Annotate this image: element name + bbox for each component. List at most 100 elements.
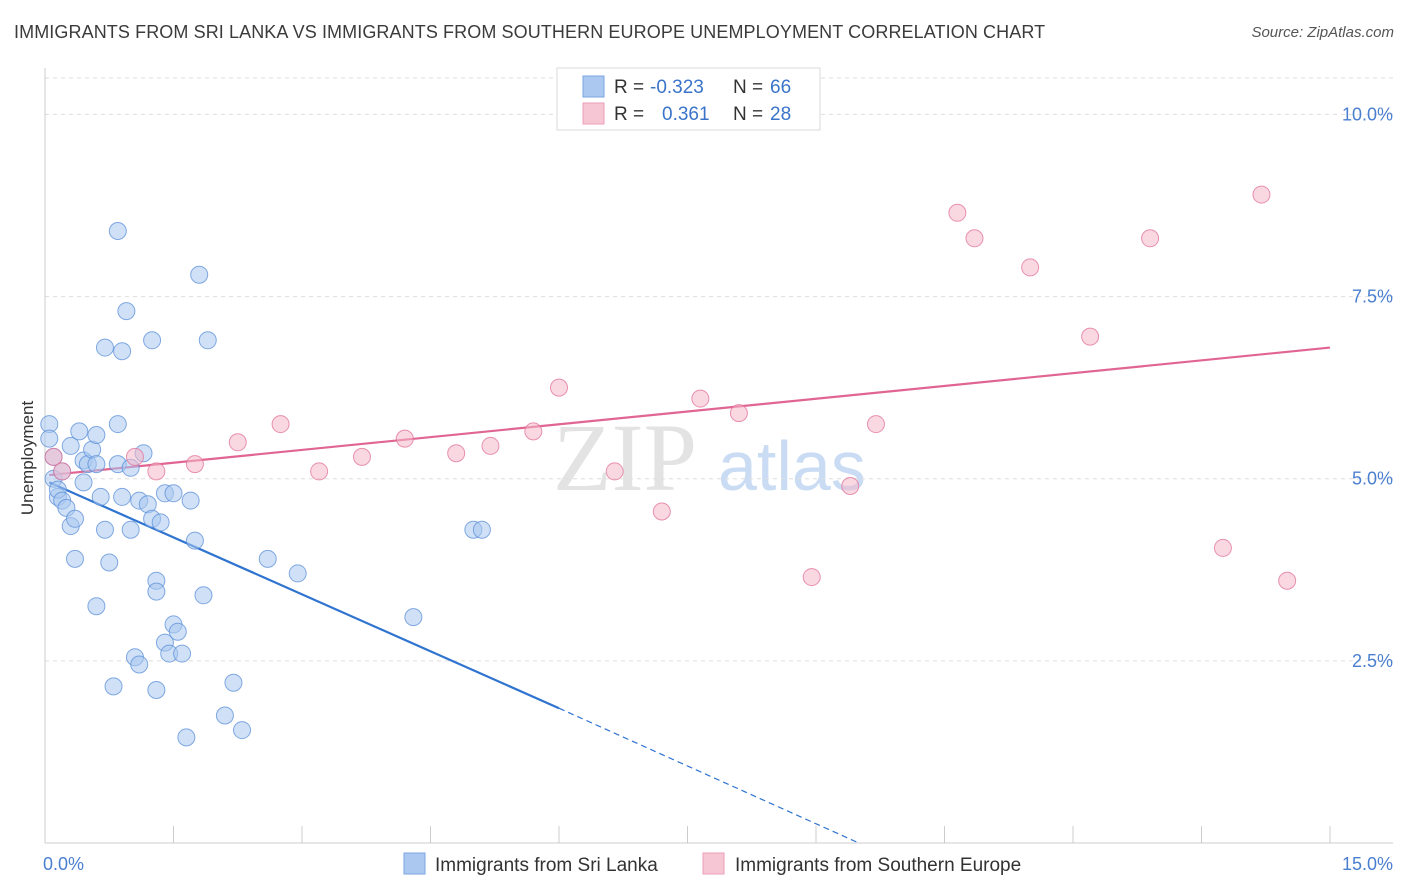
point-series0-20 xyxy=(87,597,106,616)
point-series0-55 xyxy=(190,265,209,284)
point-series1-14 xyxy=(605,462,624,481)
legend-n-label-1: N = xyxy=(733,77,763,98)
point-series0-44 xyxy=(151,513,170,532)
point-series1-23 xyxy=(1021,258,1040,277)
point-series1-2 xyxy=(125,447,144,466)
point-series0-58 xyxy=(215,706,234,725)
point-series1-22 xyxy=(965,229,984,248)
point-series1-6 xyxy=(271,415,290,434)
point-series1-17 xyxy=(729,404,748,423)
point-series1-8 xyxy=(352,447,371,466)
point-series1-25 xyxy=(1141,229,1160,248)
point-series0-48 xyxy=(164,484,183,503)
trend-line-series1 xyxy=(49,346,1331,477)
point-series0-25 xyxy=(104,677,123,696)
point-series0-30 xyxy=(113,342,132,361)
point-series0-57 xyxy=(198,331,217,350)
point-series0-61 xyxy=(258,549,277,568)
x-tick-label-0: 0.0% xyxy=(43,854,84,874)
point-series1-11 xyxy=(481,436,500,455)
point-series0-24 xyxy=(100,553,119,572)
point-series1-5 xyxy=(228,433,247,452)
point-series0-65 xyxy=(472,520,491,539)
point-series1-27 xyxy=(1252,185,1271,204)
legend-r-label-1: R = xyxy=(614,77,644,98)
point-series0-19 xyxy=(87,455,106,474)
point-series1-3 xyxy=(147,462,166,481)
bottom-legend-swatch-sri-lanka xyxy=(403,852,426,875)
point-series1-13 xyxy=(550,378,568,397)
point-series0-23 xyxy=(95,338,114,357)
y-tick-label-2: 7.5% xyxy=(1352,287,1393,307)
point-series0-11 xyxy=(65,509,84,528)
point-series0-52 xyxy=(177,728,196,747)
top-legend: R = -0.323 N = 66 R = 0.361 N = 28 xyxy=(556,67,821,131)
point-series0-22 xyxy=(95,520,114,539)
legend-n-value-2: 28 xyxy=(770,104,791,125)
chart-title: IMMIGRANTS FROM SRI LANKA VS IMMIGRANTS … xyxy=(14,22,1046,42)
point-series0-18 xyxy=(87,426,106,444)
point-series1-4 xyxy=(185,455,204,474)
legend-r-value-1: -0.323 xyxy=(650,77,704,98)
point-series1-20 xyxy=(866,415,885,434)
legend-r-value-2: 0.361 xyxy=(662,104,710,125)
point-series1-28 xyxy=(1278,571,1297,590)
bottom-legend-label-southern-europe: Immigrants from Southern Europe xyxy=(735,855,1021,876)
point-series1-15 xyxy=(652,502,671,521)
legend-r-label-2: R = xyxy=(614,104,644,125)
point-series1-18 xyxy=(802,568,821,587)
y-tick-label-0: 2.5% xyxy=(1352,651,1393,671)
watermark-zip: ZIP xyxy=(553,404,697,511)
point-series1-9 xyxy=(395,429,414,448)
x-tick-label-1: 15.0% xyxy=(1342,854,1393,874)
point-series0-1 xyxy=(40,429,59,448)
point-series0-59 xyxy=(224,673,243,692)
point-series0-63 xyxy=(404,608,423,627)
point-series1-10 xyxy=(447,444,466,463)
point-series0-15 xyxy=(74,473,93,492)
bottom-legend-swatch-southern-europe xyxy=(702,852,725,875)
point-series1-24 xyxy=(1081,327,1100,346)
point-series0-43 xyxy=(147,582,166,601)
y-tick-label-1: 5.0% xyxy=(1352,469,1393,489)
point-series0-13 xyxy=(70,422,89,441)
point-series0-62 xyxy=(288,564,307,583)
grid xyxy=(45,77,1393,662)
point-series0-35 xyxy=(130,655,149,674)
point-series0-28 xyxy=(108,222,127,240)
legend-swatch-southern-europe xyxy=(582,102,605,125)
point-series1-0 xyxy=(44,447,63,466)
legend-swatch-sri-lanka xyxy=(582,75,605,98)
point-series1-7 xyxy=(310,462,329,481)
source-label: Source: ZipAtlas.com xyxy=(1251,24,1394,41)
legend-n-value-1: 66 xyxy=(770,77,791,98)
point-series0-54 xyxy=(185,531,204,550)
point-series0-53 xyxy=(181,491,200,510)
trend-extension-series0 xyxy=(558,707,860,844)
point-series1-16 xyxy=(691,389,710,408)
bottom-legend-label-sri-lanka: Immigrants from Sri Lanka xyxy=(435,855,658,876)
point-series0-33 xyxy=(121,520,140,539)
point-series0-31 xyxy=(117,302,136,321)
point-series0-26 xyxy=(108,415,127,434)
point-series1-19 xyxy=(841,477,860,495)
point-series0-56 xyxy=(194,586,213,605)
axes: 2.5% 5.0% 7.5% 10.0% 0.0% 15.0% xyxy=(43,68,1393,874)
point-series0-29 xyxy=(113,487,132,506)
point-series0-10 xyxy=(61,436,80,455)
point-series0-39 xyxy=(143,331,162,350)
point-series1-1 xyxy=(53,462,72,481)
y-tick-label-3: 10.0% xyxy=(1342,104,1393,124)
point-series1-26 xyxy=(1213,538,1232,557)
data-points xyxy=(40,185,1297,747)
point-series0-60 xyxy=(233,721,252,740)
point-series0-51 xyxy=(173,644,192,663)
watermark-atlas: atlas xyxy=(718,427,866,505)
bottom-legend: Immigrants from Sri Lanka Immigrants fro… xyxy=(403,852,1021,876)
point-series0-21 xyxy=(91,487,110,506)
point-series1-21 xyxy=(948,203,967,222)
point-series0-41 xyxy=(147,681,166,699)
trend-line-series0 xyxy=(48,481,560,710)
point-series0-50 xyxy=(168,622,187,641)
